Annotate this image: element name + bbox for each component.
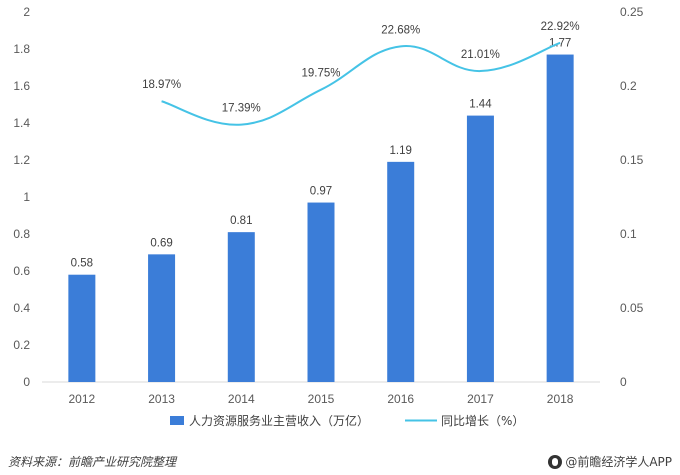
- bar-2012: [68, 274, 96, 382]
- y-left-tick-0: 0: [23, 375, 30, 389]
- bar-2016: [387, 161, 415, 382]
- footer: 资料来源：前瞻产业研究院整理 @前瞻经济学人APP: [8, 453, 672, 473]
- bar-label-2015: 0.97: [310, 186, 332, 198]
- brand-logo-icon: [548, 454, 563, 469]
- x-tick-2015: 2015: [308, 392, 335, 406]
- x-tick-2014: 2014: [228, 392, 255, 406]
- y-left-tick-5: 1: [23, 190, 30, 204]
- y-right-tick-5: 0.25: [620, 5, 644, 19]
- bar-label-2017: 1.44: [469, 99, 492, 111]
- bar-2013: [148, 254, 176, 382]
- line-label-2016: 22.68%: [381, 24, 420, 36]
- bar-label-2012: 0.58: [71, 258, 93, 270]
- y-left-axis: 0 0.2 0.4 0.6 0.8 1 1.2 1.4 1.6 1.8 2: [13, 5, 30, 389]
- y-left-tick-8: 1.6: [13, 79, 30, 93]
- y-right-tick-1: 0.05: [620, 301, 644, 315]
- line-label-2017: 21.01%: [461, 49, 500, 61]
- y-left-tick-10: 2: [23, 5, 30, 19]
- x-tick-2018: 2018: [547, 392, 574, 406]
- y-left-tick-7: 1.4: [13, 116, 30, 130]
- y-left-tick-6: 1.2: [13, 153, 30, 167]
- bar-2018: [546, 54, 574, 383]
- y-left-tick-4: 0.8: [13, 227, 30, 241]
- legend-line-label: 同比增长（%）: [441, 414, 524, 428]
- line-data-labels: 18.97% 17.39% 19.75% 22.68% 21.01% 22.92%: [142, 21, 580, 115]
- growth-line: [161, 41, 561, 126]
- x-tick-2017: 2017: [467, 392, 494, 406]
- brand: @前瞻经济学人APP: [548, 453, 672, 470]
- y-right-tick-3: 0.15: [620, 153, 644, 167]
- legend: 人力资源服务业主营收入（万亿） 同比增长（%）: [170, 413, 524, 428]
- bar-2014: [227, 232, 255, 382]
- line-label-2013: 18.97%: [142, 79, 181, 91]
- y-left-tick-2: 0.4: [13, 301, 30, 315]
- x-axis: 2012 2013 2014 2015 2016 2017 2018: [69, 392, 574, 406]
- legend-bar-label: 人力资源服务业主营收入（万亿）: [189, 413, 369, 428]
- y-left-tick-1: 0.2: [13, 338, 30, 352]
- source-note: 资料来源：前瞻产业研究院整理: [8, 455, 177, 469]
- x-tick-2012: 2012: [69, 392, 96, 406]
- y-right-tick-4: 0.2: [620, 79, 637, 93]
- bar-2017: [466, 115, 494, 382]
- legend-bar-swatch: [170, 416, 184, 425]
- line-label-2015: 19.75%: [301, 68, 340, 80]
- y-left-tick-3: 0.6: [13, 264, 30, 278]
- bar-label-2016: 1.19: [390, 145, 412, 157]
- x-tick-2013: 2013: [148, 392, 175, 406]
- y-right-axis: 0 0.05 0.1 0.15 0.2 0.25: [620, 5, 644, 389]
- line-label-2018: 22.92%: [541, 21, 580, 33]
- line-label-2014: 17.39%: [222, 103, 261, 115]
- y-right-tick-2: 0.1: [620, 227, 637, 241]
- y-right-tick-0: 0: [620, 375, 627, 389]
- brand-text: @前瞻经济学人APP: [565, 455, 672, 469]
- bar-label-2014: 0.81: [230, 215, 252, 227]
- bar-2015: [307, 202, 335, 382]
- y-left-tick-9: 1.8: [13, 42, 30, 56]
- x-tick-2016: 2016: [387, 392, 414, 406]
- bar-label-2013: 0.69: [150, 237, 172, 249]
- bar-series: [68, 54, 574, 383]
